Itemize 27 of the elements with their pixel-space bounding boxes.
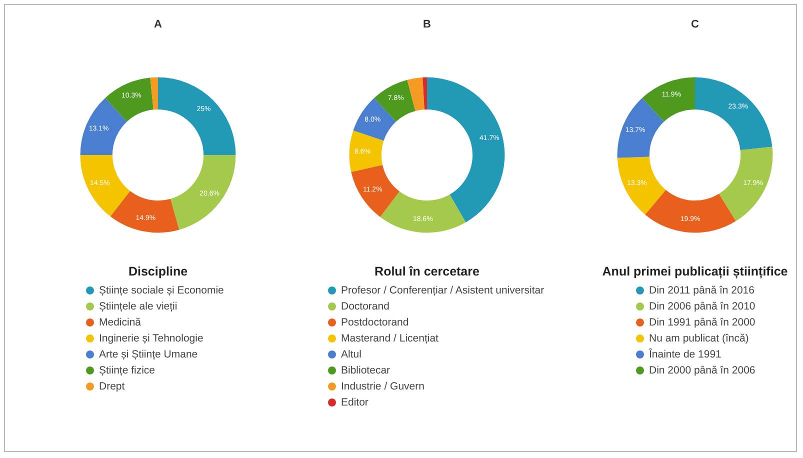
legend-label: Inginerie și Tehnologie [99,332,204,344]
legend-title: Anul primei publicații științifice [602,264,788,278]
legend-label: Nu am publicat (încă) [649,332,749,344]
legend-label: Arte și Științe Umane [99,348,198,360]
legend-label: Din 2011 până în 2016 [649,284,755,296]
legend-label: Din 2006 până în 2010 [649,300,756,312]
legend-label: Științele ale vieții [99,300,178,312]
legend-label: Din 2000 până în 2006 [649,364,756,376]
legend-label: Bibliotecar [341,364,391,376]
chart-title: C [691,18,700,30]
legend-label: Doctorand [341,300,390,312]
chart-title: B [423,18,432,30]
legend-label: Masterand / Licențiat [341,332,439,344]
legend-title: Rolul în cercetare [374,264,480,278]
legend-label: Medicină [99,316,142,328]
legend-title: Discipline [128,264,188,278]
legend-label: Industrie / Guvern [341,380,425,392]
legend-label: Altul [341,348,362,360]
legend-label: Profesor / Conferențiar / Asistent universitar [341,284,545,296]
legend-label: Din 1991 până în 2000 [649,316,756,328]
legend-label: Drept [99,380,125,392]
legend-label: Editor [341,396,369,408]
legend-label: Înainte de 1991 [648,348,722,360]
chart-title: A [154,18,162,30]
legend-label: Științe fizice [99,364,156,376]
legend-label: Științe sociale și Economie [99,284,224,296]
legend-label: Postdoctorand [341,316,409,328]
